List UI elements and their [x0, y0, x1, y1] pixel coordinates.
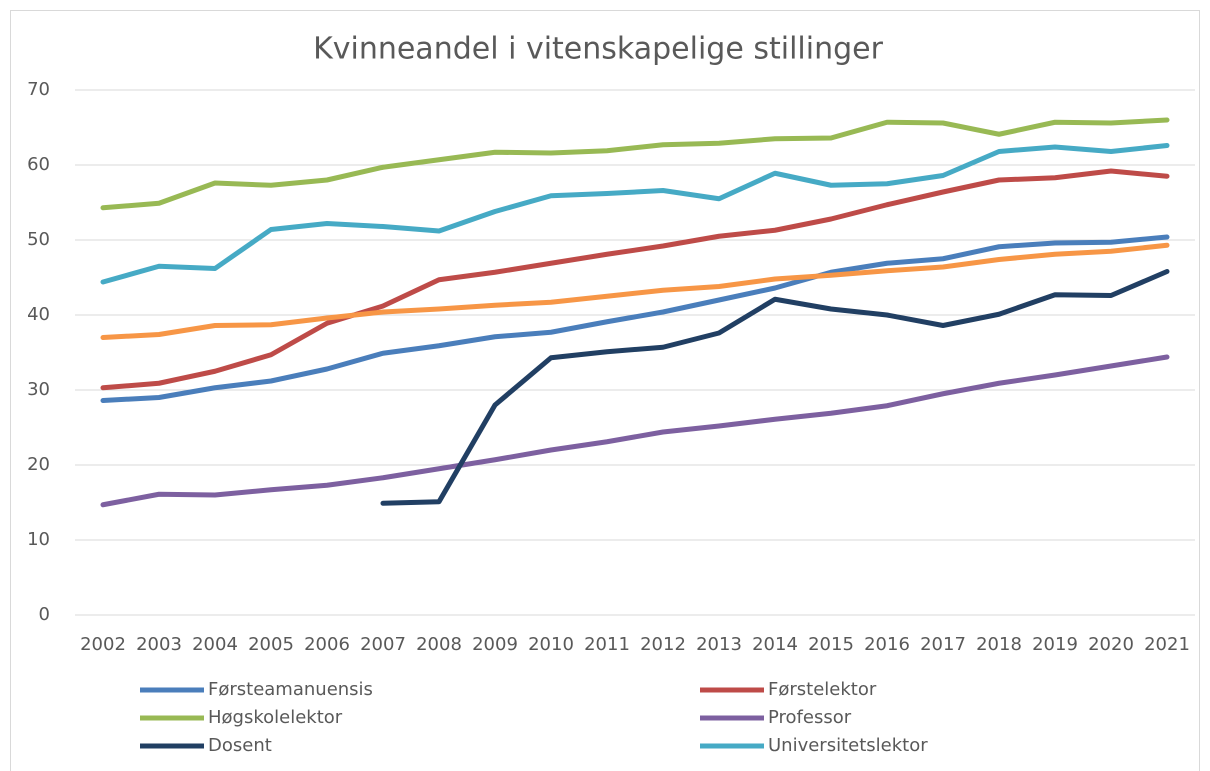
x-tick-label: 2003	[136, 634, 182, 655]
chart-title: Kvinneandel i vitenskapelige stillinger	[313, 32, 884, 67]
y-tick-label: 50	[27, 229, 50, 250]
x-tick-label: 2004	[192, 634, 238, 655]
x-tick-label: 2005	[248, 634, 294, 655]
series-line	[100, 354, 1170, 508]
legend-label: Førsteamanuensis	[208, 679, 373, 700]
x-tick-label: 2012	[640, 634, 686, 655]
x-tick-label: 2021	[1144, 634, 1190, 655]
y-tick-label: 30	[27, 379, 50, 400]
y-tick-label: 60	[27, 154, 50, 175]
legend-label: Dosent	[208, 735, 272, 756]
x-tick-label: 2019	[1032, 634, 1078, 655]
x-tick-label: 2014	[752, 634, 798, 655]
x-tick-label: 2008	[416, 634, 462, 655]
x-tick-label: 2015	[808, 634, 854, 655]
x-tick-label: 2017	[920, 634, 966, 655]
x-tick-label: 2020	[1088, 634, 1134, 655]
x-tick-label: 2002	[80, 634, 126, 655]
y-tick-label: 70	[27, 79, 50, 100]
series-line	[380, 269, 1170, 506]
legend-label: Høgskolelektor	[208, 707, 343, 728]
x-tick-label: 2009	[472, 634, 518, 655]
x-tick-label: 2006	[304, 634, 350, 655]
y-tick-label: 0	[39, 604, 50, 625]
legend-label: Professor	[768, 707, 852, 728]
series-line	[100, 117, 1170, 211]
y-tick-label: 10	[27, 529, 50, 550]
x-tick-label: 2011	[584, 634, 630, 655]
x-tick-label: 2010	[528, 634, 574, 655]
x-tick-label: 2018	[976, 634, 1022, 655]
x-tick-label: 2016	[864, 634, 910, 655]
series-line	[100, 143, 1170, 285]
series-line	[100, 168, 1170, 391]
y-tick-label: 20	[27, 454, 50, 475]
x-tick-label: 2013	[696, 634, 742, 655]
y-tick-label: 40	[27, 304, 50, 325]
legend-label: Universitetslektor	[768, 735, 928, 756]
legend-label: Førstelektor	[768, 679, 877, 700]
x-tick-label: 2007	[360, 634, 406, 655]
series-line	[100, 242, 1170, 340]
series-line	[100, 234, 1170, 403]
